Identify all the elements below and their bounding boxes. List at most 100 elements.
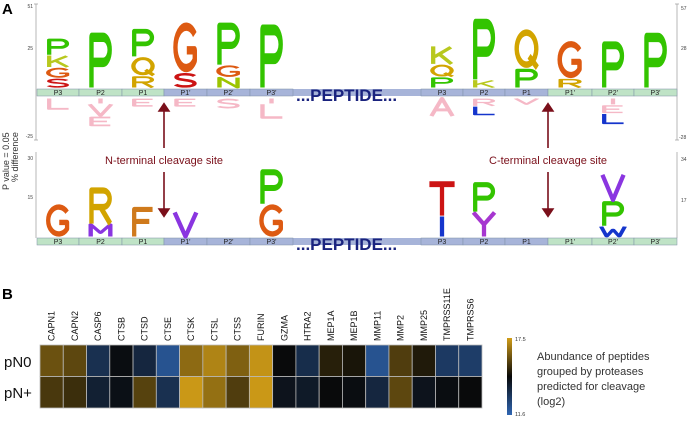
- heatmap-cell: [411, 376, 436, 409]
- logo-letter-g: [46, 67, 70, 78]
- column-label: TMPRSS6: [465, 298, 475, 341]
- logo-letter-f: [132, 206, 153, 237]
- heatmap-cell: [248, 344, 274, 377]
- c-terminal-site-label: C-terminal cleavage site: [489, 155, 607, 167]
- logo-letter-g: [259, 204, 283, 237]
- column-label: HTRA2: [303, 311, 313, 341]
- column-label: CTSB: [116, 317, 126, 341]
- logo-letter-e: [602, 105, 623, 114]
- logo-letter-v: [172, 211, 199, 239]
- logo-letter-v: [600, 174, 626, 203]
- logo-letter-r: [558, 78, 582, 88]
- logo-letter-g: [46, 204, 70, 237]
- position-label: P3: [438, 90, 447, 97]
- logo-letter-e: [132, 98, 153, 107]
- heatmap-cell: [435, 376, 460, 409]
- logo-letter-w: [599, 226, 627, 238]
- tick-bottom-left-30: 30: [27, 156, 33, 162]
- heatmap-cell: [202, 344, 227, 377]
- heatmap-cell: [342, 344, 367, 377]
- logo-letter-r: [89, 187, 112, 226]
- logo-letter-v: [513, 98, 540, 105]
- peptide-bar: [293, 89, 421, 96]
- heatmap-cell: [411, 344, 436, 377]
- heatmap-cell: [179, 344, 204, 377]
- position-label: P1': [565, 239, 575, 246]
- logo-letter-l: [602, 114, 624, 125]
- heatmap-cell: [318, 344, 343, 377]
- heatmap-cell: [62, 344, 87, 377]
- heatmap-cell: [388, 376, 413, 409]
- heatmap-cell: [39, 376, 64, 409]
- panel-b-label: B: [2, 286, 13, 303]
- logo-letter-y: [471, 211, 497, 237]
- position-label: P1': [181, 90, 191, 97]
- position-label: P2: [480, 239, 489, 246]
- heatmap-cell: [225, 344, 250, 377]
- position-label: P2: [96, 90, 105, 97]
- heatmap-cell: [62, 376, 87, 409]
- n-terminal-site-label: N-terminal cleavage site: [105, 155, 223, 167]
- logo-letter-p: [602, 201, 625, 226]
- position-cell: [633, 88, 678, 97]
- heatmap-cell: [225, 376, 250, 409]
- heatmap-cell: [109, 376, 134, 409]
- heatmap-cell: [272, 376, 297, 409]
- position-cell: [249, 237, 294, 246]
- tick-top-left-25: 25: [27, 46, 33, 52]
- position-label: P1: [139, 90, 148, 97]
- logo-letter-l: [260, 104, 283, 119]
- peptide-bar: [293, 238, 421, 245]
- column-label: TMPRSS11E: [442, 288, 452, 341]
- heatmap-cell: [86, 344, 111, 377]
- position-label: P1: [522, 239, 531, 246]
- position-label: P1': [181, 239, 191, 246]
- logo-letter-p: [89, 32, 112, 88]
- row-label-pNplus: pN+: [4, 385, 32, 402]
- logo-letter-k: [473, 80, 496, 88]
- logo-letter-l: [473, 106, 495, 116]
- column-label: MEP1A: [326, 310, 336, 341]
- colorbar-max-label: 17.5: [515, 337, 526, 343]
- column-label: MMP2: [396, 315, 406, 341]
- heatmap-cell: [272, 344, 297, 377]
- logo-letter-m: [88, 223, 113, 237]
- position-label: P2': [224, 90, 234, 97]
- column-label: FURIN: [256, 314, 266, 342]
- logo-letter-a: [429, 97, 455, 117]
- logo-letter-q: [430, 64, 455, 78]
- logo-letter-k: [431, 46, 454, 65]
- colorbar-min-label: 11.6: [515, 412, 525, 418]
- legend-line-2: grouped by proteases: [537, 366, 644, 378]
- logo-letter-n: [217, 76, 240, 89]
- tick-bottom-right-17: 17: [681, 198, 687, 204]
- heatmap-cell: [388, 344, 413, 377]
- legend-line-4: (log2): [537, 396, 565, 408]
- position-label: P3: [54, 90, 63, 97]
- logo-letter-t: [429, 181, 455, 216]
- heatmap-cell: [132, 344, 157, 377]
- column-label: CTSE: [163, 317, 173, 341]
- position-label: P2': [224, 239, 234, 246]
- heatmap-cell: [202, 376, 227, 409]
- logo-letter-q: [131, 57, 156, 77]
- heatmap-cell: [295, 376, 320, 409]
- position-label: P3': [651, 90, 661, 97]
- heatmap-cell: [109, 344, 134, 377]
- colorbar: [507, 338, 512, 415]
- logo-letter-p: [260, 169, 283, 204]
- position-label: P1: [522, 90, 531, 97]
- logo-letter-g: [216, 65, 240, 77]
- column-label: CASP6: [93, 311, 103, 341]
- logo-letter-g: [557, 41, 582, 79]
- logo-letter-r: [473, 98, 496, 107]
- column-label: MMP11: [372, 311, 382, 341]
- column-label: CAPN1: [47, 311, 57, 341]
- tick-top-left-51: 51: [27, 4, 33, 10]
- heatmap-cell: [248, 376, 274, 409]
- heatmap-cell: [365, 344, 390, 377]
- sequence-logo-letters: [46, 18, 667, 239]
- position-label: P2: [96, 239, 105, 246]
- position-label: P1: [139, 239, 148, 246]
